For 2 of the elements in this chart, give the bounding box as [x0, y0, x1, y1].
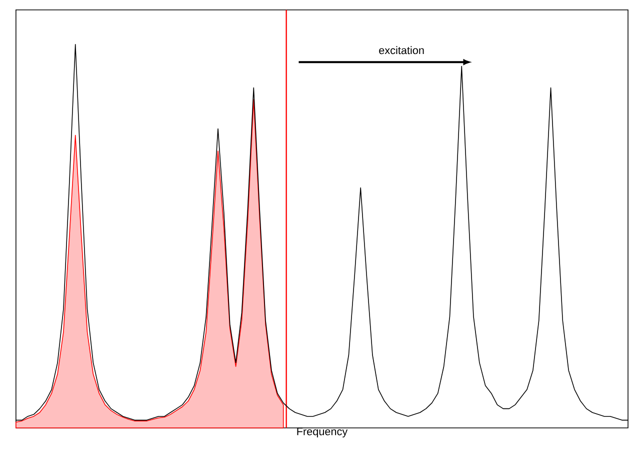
annotation: excitation: [379, 46, 424, 54]
x-axis-title: Frequency: [297, 428, 348, 438]
